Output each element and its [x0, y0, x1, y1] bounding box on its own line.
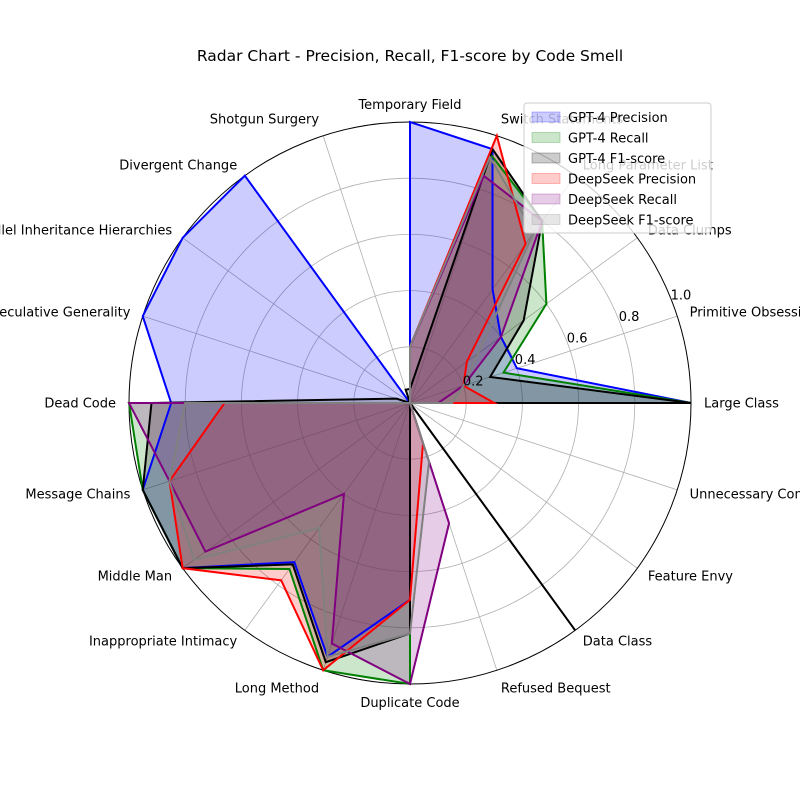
- category-label: Data Class: [583, 634, 653, 649]
- series-area-0: [142, 122, 691, 657]
- category-label: Unnecessary Comments: [690, 487, 800, 502]
- legend-label: DeepSeek F1-score: [568, 214, 694, 229]
- category-label: Feature Envy: [648, 569, 733, 584]
- legend-swatch: [531, 152, 561, 164]
- r-tick-label: 0.6: [567, 332, 588, 347]
- category-label: Duplicate Code: [360, 696, 459, 711]
- spoke-line: [142, 315, 411, 404]
- category-label: Message Chains: [25, 487, 130, 502]
- series-line-4: [127, 174, 544, 686]
- spoke-line: [322, 402, 411, 671]
- r-tick-label: 1.0: [671, 289, 692, 304]
- spoke-line: [409, 402, 678, 491]
- spoke-line: [182, 402, 411, 569]
- legend-box: [523, 102, 712, 234]
- category-label: Large Class: [704, 397, 779, 412]
- legend-swatch: [531, 214, 561, 225]
- category-label: Divergent Change: [119, 159, 237, 174]
- spoke-line: [409, 315, 678, 404]
- category-label: Speculative Generality: [0, 306, 131, 321]
- legend-swatch: [531, 173, 561, 184]
- series-area-2: [142, 149, 691, 663]
- category-label: Shotgun Surgery: [210, 112, 320, 127]
- category-label: Temporary Field: [357, 98, 461, 113]
- r-tick-label: 0.8: [619, 310, 640, 325]
- series-line-3: [168, 132, 527, 672]
- category-label: Dead Code: [44, 397, 116, 412]
- spoke-line: [244, 402, 411, 631]
- chart-title: Radar Chart - Precision, Recall, F1-scor…: [197, 47, 623, 65]
- r-tick-label: 0.4: [515, 353, 536, 368]
- legend-swatch: [531, 193, 561, 205]
- series-area: [127, 120, 692, 686]
- legend-label: GPT-4 Recall: [568, 132, 649, 147]
- legend: GPT-4 Precision GPT-4 Recall GPT-4 F1-scor…: [523, 102, 712, 234]
- legend-swatch: [531, 111, 561, 123]
- legend-label: GPT-4 F1-score: [568, 152, 665, 167]
- spoke-line: [182, 237, 411, 404]
- category-label: Inappropriate Intimacy: [89, 634, 238, 649]
- radial-tick-labels: 0.2 0.4 0.6 0.8 1.0: [463, 289, 691, 390]
- series-area-5: [169, 157, 534, 657]
- category-label: Middle Man: [98, 569, 173, 584]
- legend-label: DeepSeek Recall: [568, 193, 677, 208]
- category-label: Primitive Obsession: [690, 306, 800, 321]
- legend-label: GPT-4 Precision: [568, 111, 668, 126]
- legend-label: DeepSeek Precision: [568, 173, 696, 188]
- spoke-line: [409, 402, 638, 569]
- spoke-line: [142, 402, 411, 491]
- legend-swatch: [531, 132, 561, 143]
- series-line-5: [168, 154, 536, 659]
- r-tick-label: 0.2: [463, 375, 484, 390]
- category-label: Refused Bequest: [501, 682, 611, 697]
- category-label: Long Method: [235, 682, 319, 697]
- category-label: Parallel Inheritance Hierarchies: [0, 224, 172, 239]
- spoke-line: [322, 135, 411, 404]
